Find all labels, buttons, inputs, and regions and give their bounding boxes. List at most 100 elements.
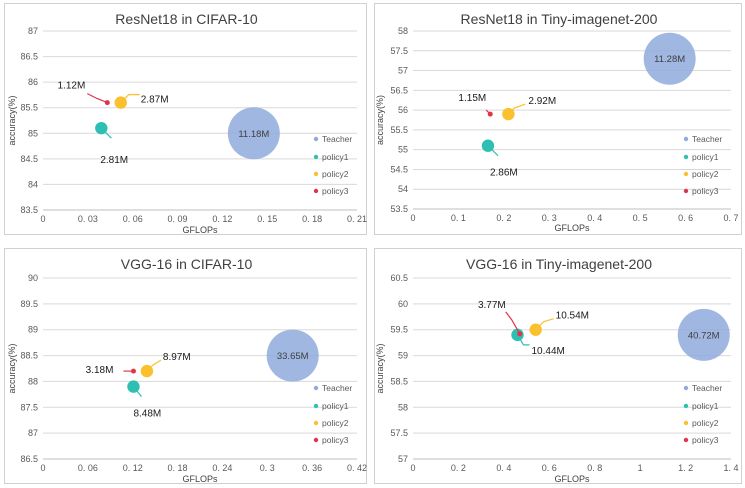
x-axis-label: GFLOPs: [182, 474, 218, 484]
chart-panel-vgg16-cifar10: VGG-16 in CIFAR-10 86.5 87 87.5 88 88.5 89 89.5…: [4, 248, 367, 484]
chart-panel-resnet18-tiny-imagenet: ResNet18 in Tiny-imagenet-200 53.5 54 54.5 5…: [374, 3, 742, 235]
y-tick-label: 87: [28, 26, 38, 36]
legend-marker-policy1: [313, 403, 319, 409]
policy3-leader-line: [505, 311, 521, 335]
x-tick-label: 0. 06: [123, 214, 143, 224]
policy3-point: [130, 368, 136, 374]
y-axis-label: accuracy(%): [7, 95, 17, 145]
legend-marker-policy2: [313, 420, 319, 426]
y-tick-label: 84.5: [20, 154, 38, 164]
legend-marker-policy2: [313, 171, 319, 177]
policy3-params-label: 1.12M: [57, 81, 85, 92]
x-tick-label: 0. 2: [496, 213, 511, 223]
legend-marker-policy2: [683, 171, 689, 177]
policy3-point: [487, 111, 493, 117]
x-axis-label: GFLOPs: [182, 225, 218, 235]
y-tick-label: 56: [398, 105, 408, 115]
legend-label-teacher: Teacher: [692, 383, 722, 393]
teacher-bubble: [677, 308, 730, 361]
x-tick-label: 1. 2: [678, 463, 693, 473]
chart-title: ResNet18 in CIFAR-10: [115, 11, 258, 27]
y-tick-label: 88: [28, 376, 38, 386]
legend-marker-policy3: [683, 437, 689, 443]
legend-marker-teacher: [313, 385, 319, 391]
legend-label-policy3: policy3: [692, 186, 719, 196]
teacher-bubble: [227, 107, 280, 160]
x-tick-label: 0. 09: [168, 214, 188, 224]
x-axis-label: GFLOPs: [554, 223, 590, 233]
legend-marker-policy1: [683, 403, 689, 409]
legend-label-policy3: policy3: [322, 186, 349, 196]
teacher-bubble: [266, 329, 319, 382]
y-tick-label: 54.5: [390, 164, 408, 174]
chart-title: VGG-16 in Tiny-imagenet-200: [466, 256, 652, 272]
x-tick-label: 0. 18: [302, 214, 322, 224]
legend-marker-policy1: [313, 154, 319, 160]
y-tick-label: 57.5: [390, 428, 408, 438]
x-tick-label: 0. 8: [587, 463, 602, 473]
legend-marker-policy3: [683, 188, 689, 194]
teacher-params-label: 33.65M: [277, 351, 309, 362]
x-tick-label: 0. 2: [451, 463, 466, 473]
y-tick-label: 56.5: [390, 85, 408, 95]
legend-marker-policy3: [313, 437, 319, 443]
policy2-point: [502, 107, 515, 121]
teacher-params-label: 11.28M: [654, 54, 685, 65]
policy3-params-label: 1.15M: [458, 93, 486, 104]
policy1-point: [127, 380, 140, 393]
legend-label-teacher: Teacher: [692, 134, 722, 144]
y-tick-label: 87.5: [20, 402, 38, 412]
y-tick-label: 57: [398, 66, 408, 76]
x-tick-label: 0. 42: [347, 463, 367, 473]
x-tick-label: 0. 4: [496, 463, 511, 473]
x-tick-label: 0. 1: [451, 213, 466, 223]
teacher-params-label: 11.18M: [238, 129, 269, 140]
y-tick-label: 59: [398, 351, 408, 361]
y-tick-label: 86.5: [20, 52, 38, 62]
legend-label-teacher: Teacher: [322, 134, 352, 144]
legend-label-policy3: policy3: [692, 435, 719, 445]
legend-label-policy2: policy2: [692, 418, 719, 428]
y-tick-label: 58.5: [390, 376, 408, 386]
y-axis-label: accuracy(%): [375, 343, 385, 393]
legend-marker-policy1: [683, 154, 689, 160]
policy1-params-label: 10.44M: [531, 346, 564, 357]
x-tick-label: 0. 6: [542, 463, 557, 473]
y-tick-label: 54: [398, 184, 408, 194]
policy1-params-label: 8.48M: [133, 409, 161, 420]
legend-label-policy1: policy1: [692, 152, 719, 162]
x-tick-label: 0. 7: [723, 213, 738, 223]
policy2-params-label: 10.54M: [556, 311, 589, 322]
x-tick-label: 1. 4: [723, 463, 738, 473]
x-tick-label: 0. 06: [78, 463, 98, 473]
chart-svg: ResNet18 in CIFAR-10 83.5 84 84.5 85 85.5 86 86…: [7, 11, 367, 235]
x-tick-label: 0. 4: [587, 213, 602, 223]
y-tick-label: 57.5: [390, 46, 408, 56]
legend-label-policy1: policy1: [692, 401, 719, 411]
y-tick-label: 85.5: [20, 103, 38, 113]
x-tick-label: 0. 15: [257, 214, 277, 224]
policy2-point: [529, 323, 542, 336]
policy3-params-label: 3.77M: [478, 300, 506, 311]
y-tick-label: 60: [398, 299, 408, 309]
legend-label-policy2: policy2: [322, 169, 349, 179]
x-tick-label: 0. 24: [212, 463, 232, 473]
teacher-bubble: [643, 32, 696, 85]
y-tick-label: 88.5: [20, 351, 38, 361]
y-tick-label: 86: [28, 77, 38, 87]
x-tick-label: 0. 3: [260, 463, 275, 473]
x-tick-label: 0: [40, 214, 45, 224]
x-tick-label: 0. 6: [678, 213, 693, 223]
x-tick-label: 0. 36: [302, 463, 322, 473]
y-tick-label: 85: [28, 128, 38, 138]
x-tick-label: 1: [638, 463, 643, 473]
policy2-params-label: 8.97M: [163, 352, 191, 363]
legend-label-policy2: policy2: [692, 169, 719, 179]
y-tick-label: 90: [28, 273, 38, 283]
policy1-point: [481, 139, 495, 152]
y-tick-label: 86.5: [20, 454, 38, 464]
legend-marker-teacher: [683, 385, 689, 391]
x-tick-label: 0. 21: [347, 214, 367, 224]
legend-label-policy3: policy3: [322, 435, 349, 445]
policy2-point: [140, 364, 154, 378]
